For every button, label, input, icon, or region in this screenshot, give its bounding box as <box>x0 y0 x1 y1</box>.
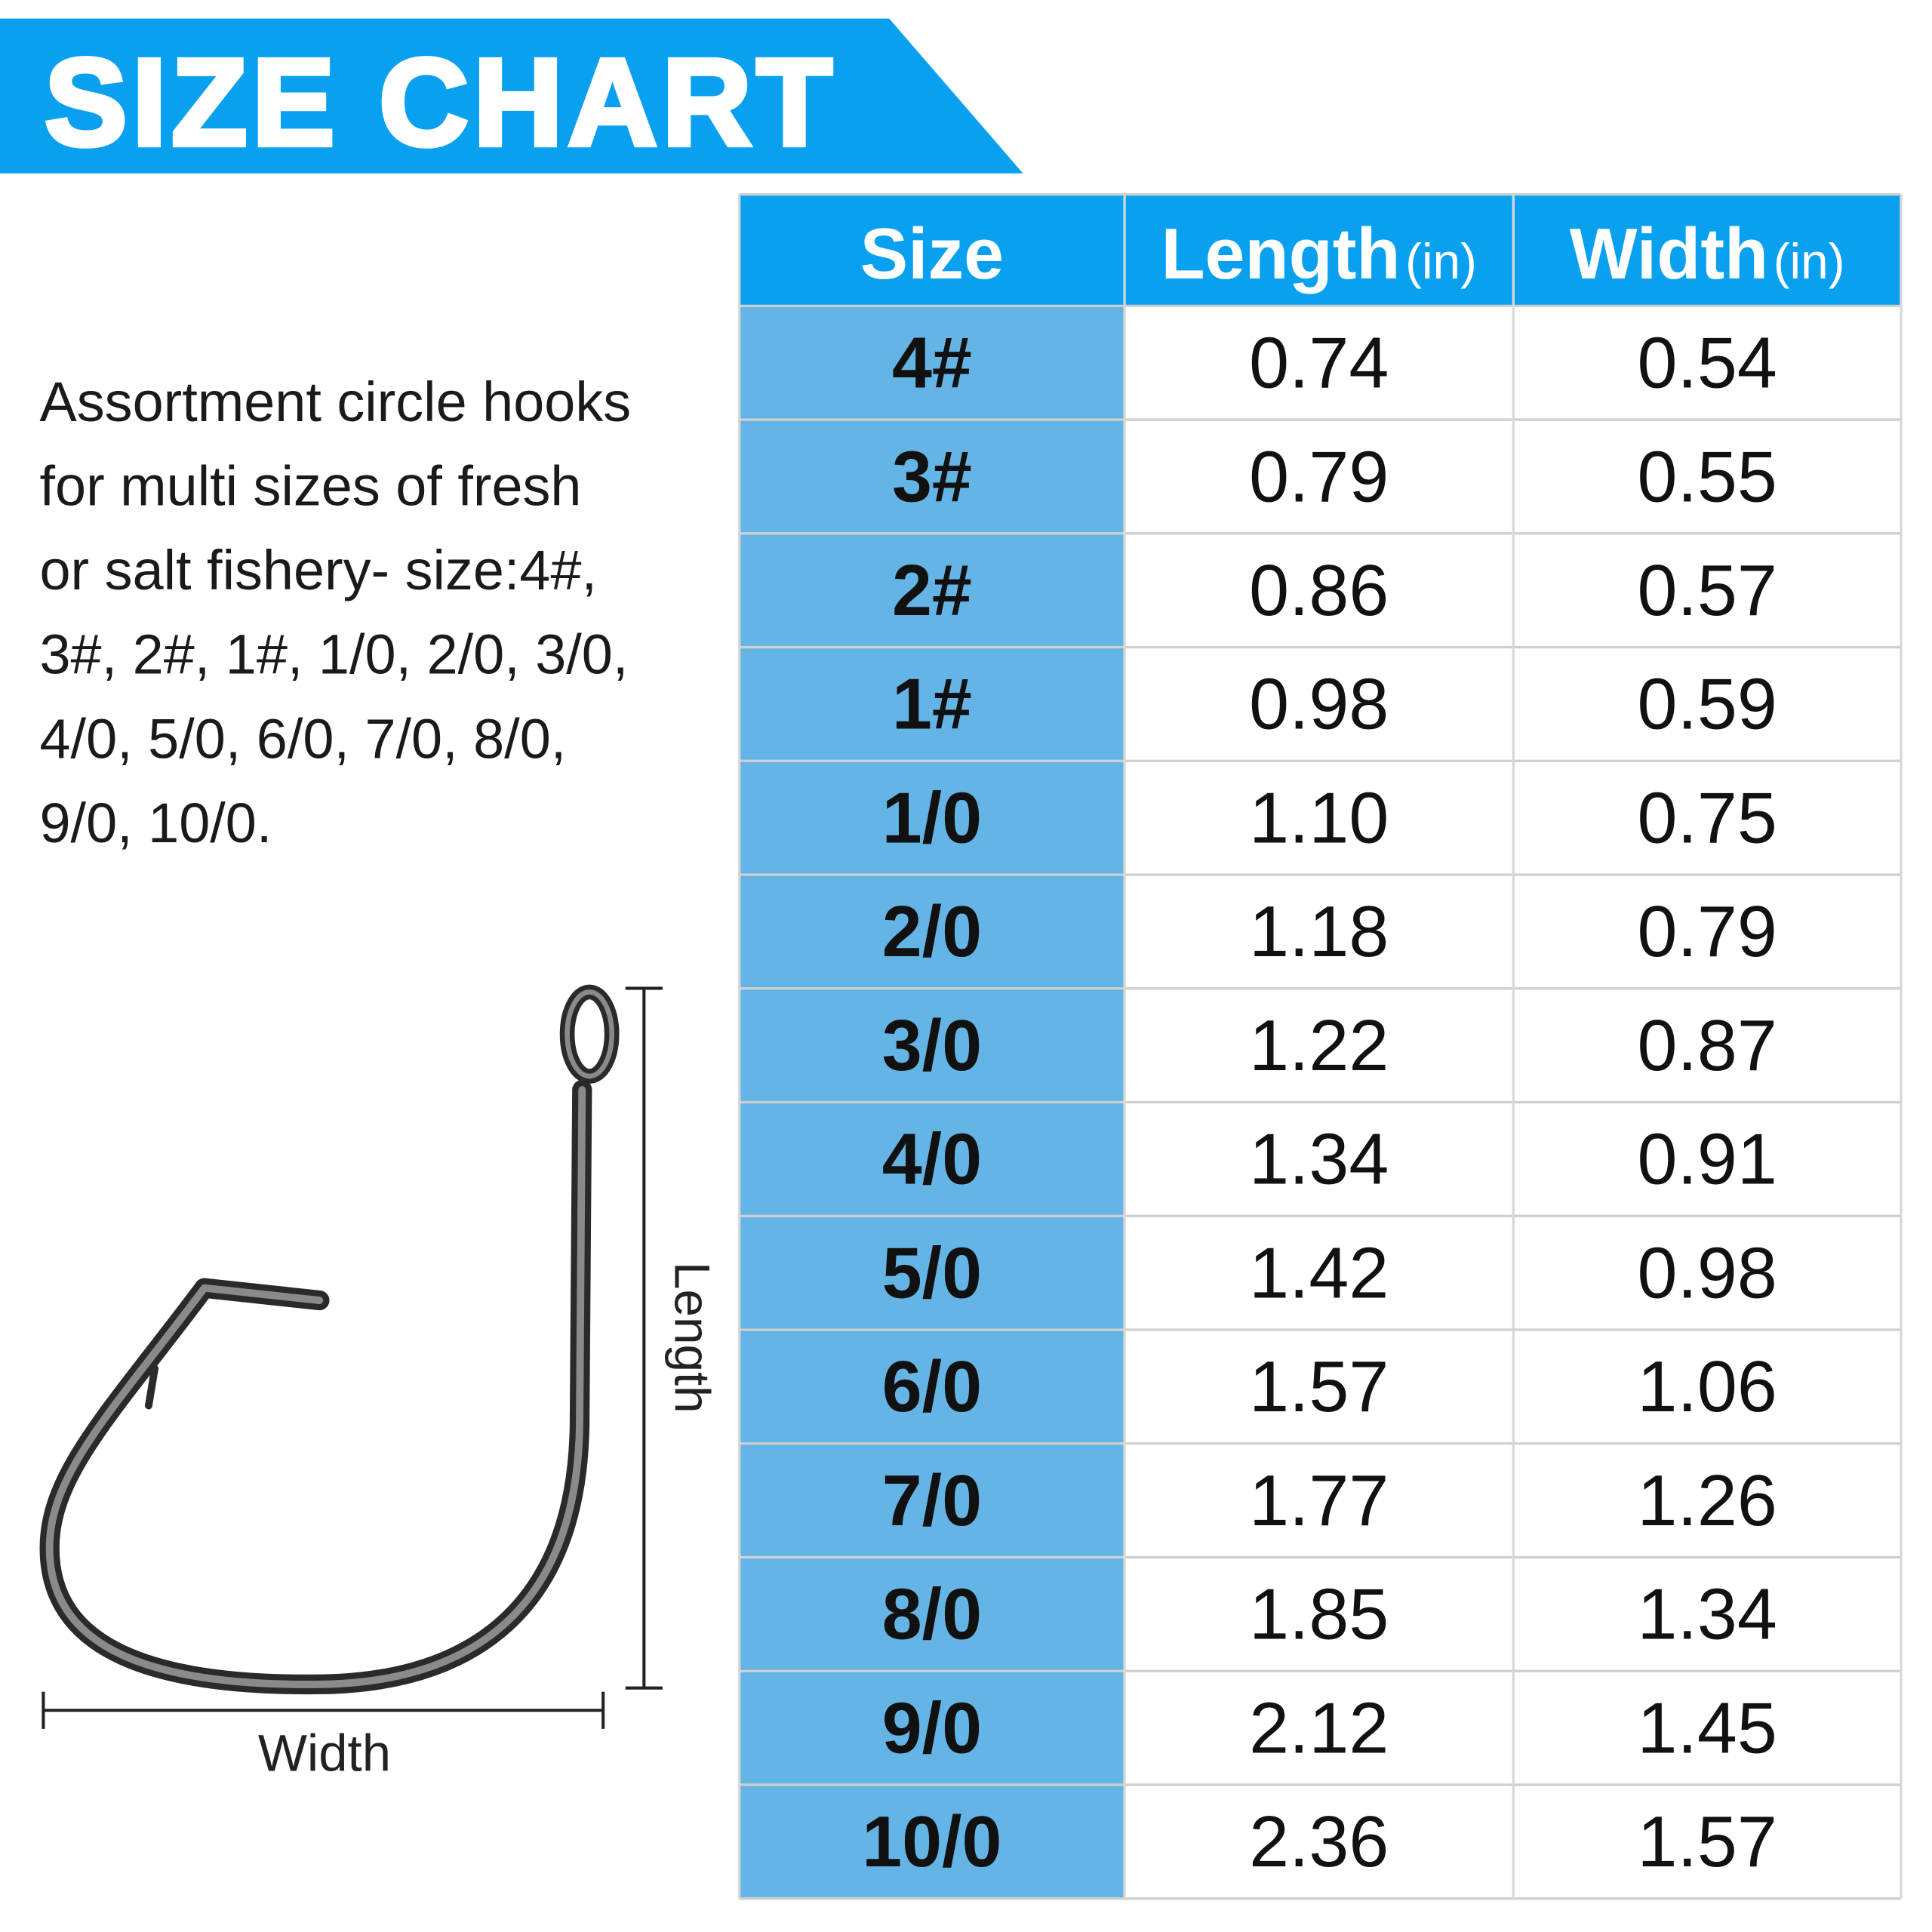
value-cell: 1.06 <box>1638 1347 1777 1427</box>
size-cell-bg <box>739 1102 1125 1217</box>
size-cell-bg <box>739 1216 1125 1330</box>
value-cell: 2.36 <box>1249 1802 1389 1882</box>
value-cell: 2.12 <box>1249 1688 1389 1768</box>
value-cell: 0.57 <box>1638 551 1777 631</box>
size-cell-bg <box>739 1671 1125 1785</box>
column-header: Size <box>860 214 1004 294</box>
size-cell: 3/0 <box>882 1006 982 1086</box>
value-cell: 0.91 <box>1638 1120 1777 1200</box>
dimension-lines <box>42 986 663 1729</box>
size-cell-bg <box>739 1784 1125 1899</box>
column-unit: (in) <box>1774 234 1845 289</box>
size-cell: 1/0 <box>882 778 982 858</box>
value-cell: 1.22 <box>1249 1006 1389 1086</box>
description-line: 9/0, 10/0. <box>40 792 272 854</box>
value-cell: 1.42 <box>1249 1233 1389 1313</box>
column-label: Size <box>860 214 1004 294</box>
size-cell-bg <box>739 875 1125 989</box>
value-cell: 1.34 <box>1638 1575 1777 1655</box>
description-line: 4/0, 5/0, 6/0, 7/0, 8/0, <box>40 707 567 770</box>
title-banner <box>0 18 1023 174</box>
size-cell-bg <box>739 1329 1125 1444</box>
table-header-bg <box>739 194 1901 306</box>
value-cell: 1.26 <box>1638 1461 1777 1541</box>
hook <box>39 984 620 1695</box>
description-line: Assortment circle hooks <box>40 371 632 433</box>
size-cell: 4# <box>892 324 972 404</box>
description-line: or salt fishery- size:4#, <box>40 539 598 601</box>
value-cell: 1.57 <box>1638 1802 1777 1882</box>
size-cell: 6/0 <box>882 1347 982 1427</box>
size-cell: 3# <box>892 437 972 517</box>
size-cell-bg <box>739 1443 1125 1558</box>
value-cell: 1.57 <box>1249 1347 1389 1427</box>
size-cell: 2# <box>892 551 972 631</box>
size-cell-bg <box>739 988 1125 1103</box>
length-label: Length <box>664 1262 719 1414</box>
value-cell: 1.45 <box>1638 1688 1777 1768</box>
value-cell: 0.98 <box>1249 665 1389 745</box>
description-line: 3#, 2#, 1#, 1/0, 2/0, 3/0, <box>40 623 629 686</box>
value-cell: 0.59 <box>1638 665 1777 745</box>
description-line: for multi sizes of fresh <box>40 455 582 518</box>
size-cell: 4/0 <box>882 1120 982 1200</box>
size-cell-bg <box>739 306 1125 420</box>
size-cell: 8/0 <box>882 1575 982 1655</box>
value-cell: 1.77 <box>1249 1461 1389 1541</box>
value-cell: 0.79 <box>1638 892 1777 972</box>
value-cell: 0.98 <box>1638 1233 1777 1313</box>
size-cell-bg <box>739 1557 1125 1672</box>
size-cell: 9/0 <box>882 1688 982 1768</box>
size-cell-bg <box>739 533 1125 648</box>
value-cell: 0.74 <box>1249 324 1389 404</box>
column-header: Length (in) <box>1161 214 1476 294</box>
value-cell: 0.79 <box>1249 437 1389 517</box>
width-label: Width <box>258 1724 391 1783</box>
value-cell: 0.54 <box>1638 324 1777 404</box>
value-cell: 1.18 <box>1249 892 1389 972</box>
value-cell: 0.86 <box>1249 551 1389 631</box>
value-cell: 1.34 <box>1249 1120 1389 1200</box>
column-header: Width (in) <box>1570 214 1845 294</box>
size-cell-bg <box>739 420 1125 534</box>
size-cell: 1# <box>892 665 972 745</box>
value-cell: 0.75 <box>1638 778 1777 858</box>
title: SIZE CHART <box>45 32 837 171</box>
size-cell-bg <box>739 761 1125 875</box>
size-cell: 7/0 <box>882 1461 982 1541</box>
value-cell: 0.55 <box>1638 437 1777 517</box>
column-label: Length <box>1161 214 1400 294</box>
column-label: Width <box>1570 214 1768 294</box>
value-cell: 1.10 <box>1249 778 1389 858</box>
value-cell: 1.85 <box>1249 1575 1389 1655</box>
column-unit: (in) <box>1405 234 1477 289</box>
size-cell: 5/0 <box>882 1233 982 1313</box>
value-cell: 0.87 <box>1638 1006 1777 1086</box>
size-cell: 10/0 <box>862 1802 1001 1882</box>
size-cell-bg <box>739 647 1125 761</box>
size-cell: 2/0 <box>882 892 982 972</box>
